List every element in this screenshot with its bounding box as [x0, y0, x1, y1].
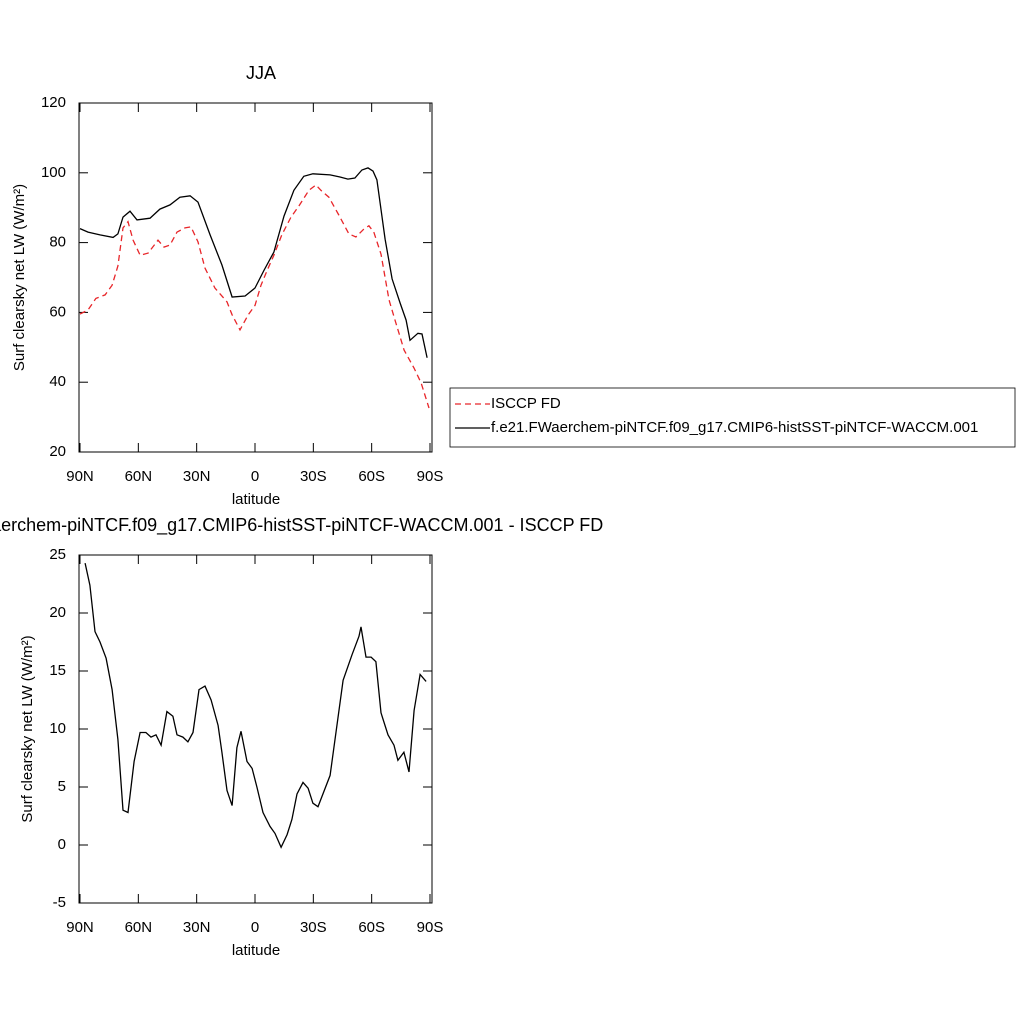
x-tick-label: 90N [66, 919, 94, 936]
y-axis-label: Surf clearsky net LW (W/m²) [19, 635, 36, 822]
x-tick-label: 30S [300, 919, 327, 936]
x-tick-label: 60S [358, 919, 385, 936]
y-tick-label: 100 [41, 164, 66, 181]
x-tick-label: 0 [251, 468, 259, 485]
x-tick-label: 90S [417, 919, 444, 936]
series-line [79, 167, 428, 358]
plot-frame [78, 554, 433, 904]
legend-label: f.e21.FWaerchem-piNTCF.f09_g17.CMIP6-his… [491, 419, 978, 436]
y-tick-label: 25 [49, 546, 66, 563]
y-tick-label: 20 [49, 604, 66, 621]
x-tick-label: 90N [66, 468, 94, 485]
x-tick-label: 60N [125, 468, 153, 485]
chart-title: JJA [246, 63, 276, 83]
x-tick-label: 30N [183, 919, 211, 936]
x-tick-label: 90S [417, 468, 444, 485]
y-axis-label: Surf clearsky net LW (W/m²) [11, 184, 28, 371]
x-tick-label: 0 [251, 919, 259, 936]
x-tick-label: 60S [358, 468, 385, 485]
y-tick-label: 0 [58, 836, 66, 853]
y-tick-label: 120 [41, 94, 66, 111]
x-tick-label: 30N [183, 468, 211, 485]
y-tick-label: -5 [53, 894, 66, 911]
y-tick-label: 20 [49, 443, 66, 460]
chart-title: f.e21.FWaerchem-piNTCF.f09_g17.CMIP6-his… [0, 515, 603, 536]
legend-label: ISCCP FD [491, 395, 561, 412]
y-tick-label: 10 [49, 720, 66, 737]
y-tick-label: 60 [49, 303, 66, 320]
plot-frame [78, 102, 433, 453]
y-tick-label: 15 [49, 662, 66, 679]
x-axis-label: latitude [232, 942, 280, 959]
y-tick-label: 5 [58, 778, 66, 795]
legend-box [449, 387, 1016, 448]
x-tick-label: 30S [300, 468, 327, 485]
x-axis-label: latitude [232, 491, 280, 508]
series-line [79, 184, 430, 409]
x-tick-label: 60N [125, 919, 153, 936]
y-tick-label: 40 [49, 373, 66, 390]
y-tick-label: 80 [49, 234, 66, 251]
series-line [84, 562, 427, 849]
